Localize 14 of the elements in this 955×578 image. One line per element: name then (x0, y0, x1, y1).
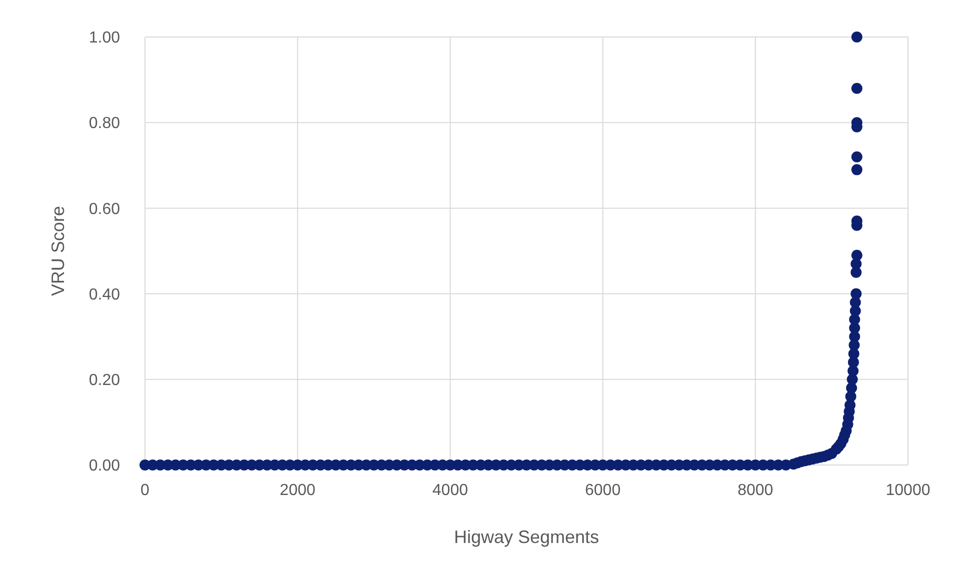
x-tick-label: 8000 (738, 482, 774, 499)
y-tick-label: 0.40 (88, 286, 120, 304)
x-tick-label: 4000 (432, 482, 468, 499)
x-tick-label: 2000 (280, 482, 316, 499)
x-tick-label: 6000 (585, 482, 621, 499)
y-tick-label: 0.20 (88, 372, 120, 389)
x-axis-title: Higway Segments (454, 527, 600, 547)
x-tick-label: 0 (140, 482, 150, 499)
y-axis-title: VRU Score (48, 206, 68, 296)
y-tick-label: 0.80 (88, 115, 120, 132)
y-tick-label: 0.60 (88, 200, 120, 218)
y-tick-label: 0.00 (88, 458, 120, 475)
x-tick-label: 10000 (886, 482, 930, 499)
y-tick-label: 1.00 (88, 30, 120, 47)
